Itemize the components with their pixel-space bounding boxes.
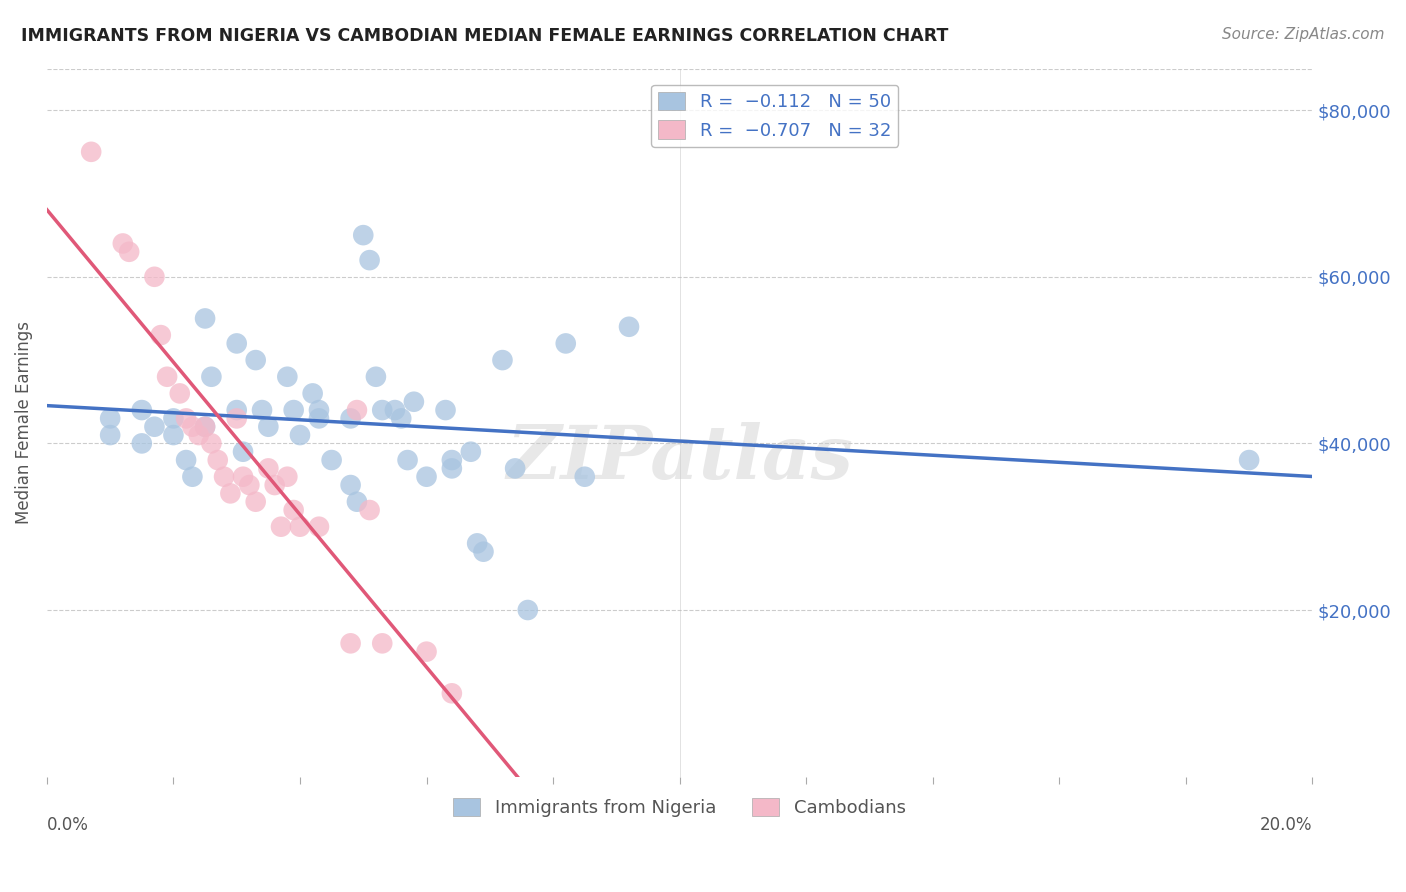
Point: [554, 336, 576, 351]
Point: [339, 478, 361, 492]
Point: [162, 411, 184, 425]
Point: [440, 461, 463, 475]
Point: [162, 428, 184, 442]
Point: [460, 444, 482, 458]
Point: [181, 469, 204, 483]
Point: [238, 478, 260, 492]
Point: [194, 419, 217, 434]
Point: [440, 686, 463, 700]
Point: [415, 645, 437, 659]
Point: [503, 461, 526, 475]
Point: [283, 403, 305, 417]
Point: [257, 461, 280, 475]
Point: [257, 419, 280, 434]
Point: [359, 503, 381, 517]
Text: ZIPatlas: ZIPatlas: [506, 422, 853, 494]
Point: [98, 411, 121, 425]
Text: Source: ZipAtlas.com: Source: ZipAtlas.com: [1222, 27, 1385, 42]
Point: [308, 519, 330, 533]
Point: [346, 494, 368, 508]
Point: [364, 369, 387, 384]
Point: [111, 236, 134, 251]
Point: [301, 386, 323, 401]
Point: [143, 419, 166, 434]
Point: [194, 419, 217, 434]
Point: [574, 469, 596, 483]
Point: [396, 453, 419, 467]
Text: 0.0%: 0.0%: [46, 815, 89, 833]
Point: [346, 403, 368, 417]
Point: [131, 403, 153, 417]
Point: [276, 369, 298, 384]
Point: [225, 336, 247, 351]
Point: [440, 453, 463, 467]
Point: [149, 328, 172, 343]
Point: [200, 436, 222, 450]
Point: [359, 253, 381, 268]
Point: [181, 419, 204, 434]
Point: [288, 428, 311, 442]
Point: [352, 228, 374, 243]
Point: [415, 469, 437, 483]
Point: [200, 369, 222, 384]
Point: [169, 386, 191, 401]
Point: [491, 353, 513, 368]
Point: [219, 486, 242, 500]
Point: [207, 453, 229, 467]
Point: [339, 636, 361, 650]
Point: [434, 403, 457, 417]
Point: [276, 469, 298, 483]
Point: [308, 411, 330, 425]
Point: [308, 403, 330, 417]
Point: [465, 536, 488, 550]
Point: [288, 519, 311, 533]
Point: [245, 353, 267, 368]
Point: [283, 503, 305, 517]
Point: [321, 453, 343, 467]
Point: [174, 453, 197, 467]
Point: [194, 311, 217, 326]
Point: [225, 411, 247, 425]
Point: [389, 411, 412, 425]
Legend: Immigrants from Nigeria, Cambodians: Immigrants from Nigeria, Cambodians: [446, 790, 912, 824]
Point: [250, 403, 273, 417]
Point: [339, 411, 361, 425]
Point: [263, 478, 285, 492]
Point: [131, 436, 153, 450]
Point: [232, 469, 254, 483]
Point: [232, 444, 254, 458]
Point: [402, 394, 425, 409]
Point: [617, 319, 640, 334]
Point: [270, 519, 292, 533]
Point: [143, 269, 166, 284]
Point: [156, 369, 179, 384]
Point: [1237, 453, 1260, 467]
Point: [225, 403, 247, 417]
Point: [516, 603, 538, 617]
Text: 20.0%: 20.0%: [1260, 815, 1312, 833]
Point: [187, 428, 209, 442]
Point: [118, 244, 141, 259]
Point: [384, 403, 406, 417]
Point: [245, 494, 267, 508]
Point: [371, 403, 394, 417]
Point: [472, 544, 495, 558]
Point: [371, 636, 394, 650]
Point: [174, 411, 197, 425]
Y-axis label: Median Female Earnings: Median Female Earnings: [15, 321, 32, 524]
Text: IMMIGRANTS FROM NIGERIA VS CAMBODIAN MEDIAN FEMALE EARNINGS CORRELATION CHART: IMMIGRANTS FROM NIGERIA VS CAMBODIAN MED…: [21, 27, 949, 45]
Point: [80, 145, 103, 159]
Point: [98, 428, 121, 442]
Point: [212, 469, 235, 483]
